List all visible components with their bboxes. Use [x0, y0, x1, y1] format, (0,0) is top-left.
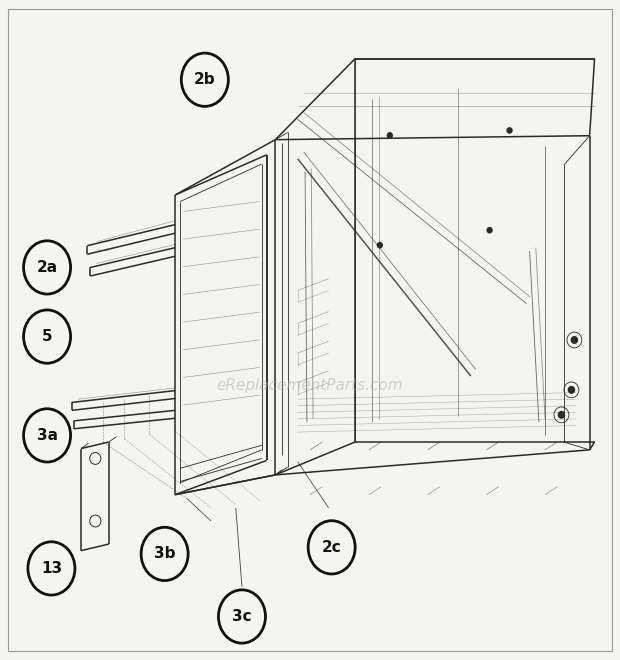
- Text: 2c: 2c: [322, 540, 342, 555]
- Text: 3a: 3a: [37, 428, 58, 443]
- Circle shape: [378, 242, 383, 248]
- Text: 2b: 2b: [194, 72, 216, 87]
- Ellipse shape: [28, 542, 75, 595]
- Ellipse shape: [24, 241, 71, 294]
- Circle shape: [571, 337, 577, 343]
- Ellipse shape: [308, 521, 355, 574]
- Circle shape: [569, 387, 575, 393]
- Ellipse shape: [24, 310, 71, 363]
- Text: 5: 5: [42, 329, 53, 344]
- Text: eReplacementParts.com: eReplacementParts.com: [216, 378, 404, 393]
- Text: 13: 13: [41, 561, 62, 576]
- Circle shape: [507, 128, 512, 133]
- Text: 3b: 3b: [154, 546, 175, 562]
- Text: 3c: 3c: [232, 609, 252, 624]
- Ellipse shape: [24, 409, 71, 462]
- Ellipse shape: [141, 527, 188, 581]
- Circle shape: [487, 228, 492, 233]
- Circle shape: [388, 133, 392, 138]
- Text: 2a: 2a: [37, 260, 58, 275]
- Ellipse shape: [181, 53, 228, 106]
- Circle shape: [559, 412, 565, 418]
- Ellipse shape: [218, 590, 265, 643]
